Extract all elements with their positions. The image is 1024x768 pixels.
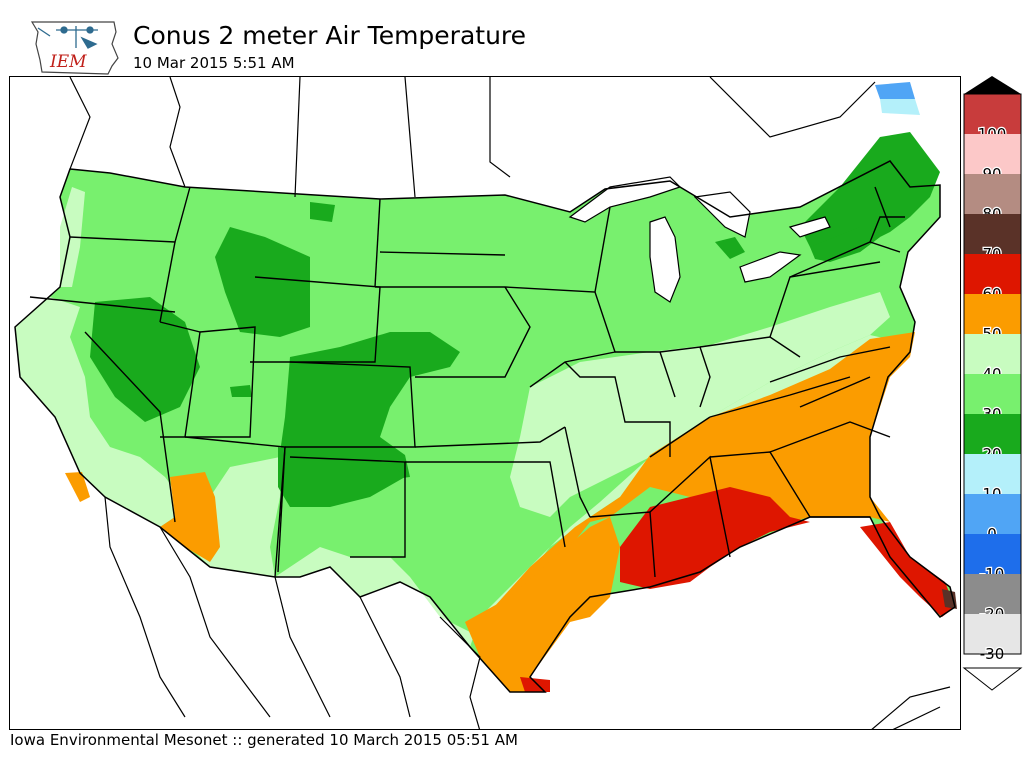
region-60-south-texas-tip	[520, 677, 550, 692]
legend-swatch	[964, 574, 1021, 614]
legend-frame	[963, 93, 1022, 655]
temperature-legend: 1101009080706050403020100-10-20-30	[961, 74, 1024, 694]
iem-logo: IEM	[28, 14, 120, 76]
legend-swatch	[964, 334, 1021, 374]
legend-swatch	[964, 174, 1021, 214]
great-lakes	[568, 176, 831, 303]
region-50-arizona	[160, 472, 220, 562]
region-20-az-small	[230, 385, 252, 397]
footer-credit: Iowa Environmental Mesonet :: generated …	[10, 731, 518, 749]
legend-swatch	[964, 414, 1021, 454]
region-20-montana-blob	[310, 202, 335, 222]
legend-swatch	[964, 294, 1021, 334]
region-50-southeast	[480, 332, 915, 657]
region-20-northern-rockies	[215, 227, 310, 337]
legend-top-arrow	[964, 76, 1021, 94]
region-20-pennsylvania-strip	[810, 227, 880, 262]
map-title: Conus 2 meter Air Temperature	[133, 21, 527, 50]
region-40-midwest-south	[510, 292, 890, 517]
region-50-texas-coast	[465, 517, 620, 692]
region-60-gulf-coast	[620, 487, 810, 589]
legend-swatch	[964, 94, 1021, 134]
temperature-map	[9, 76, 961, 730]
region-50-socal-spot	[65, 472, 90, 502]
legend-swatch	[964, 494, 1021, 534]
region-0-maine	[875, 82, 915, 99]
region-20-new-england	[800, 132, 940, 257]
iowa-outline-icon	[30, 21, 119, 75]
legend-swatch	[964, 614, 1021, 654]
region-20-great-basin	[90, 297, 200, 422]
region-20-nm	[278, 447, 405, 507]
weather-station-icon	[37, 26, 98, 49]
region-20-michigan-spot	[715, 237, 745, 259]
legend-swatch	[964, 454, 1021, 494]
legend-swatch	[964, 534, 1021, 574]
logo-text: IEM	[49, 52, 87, 72]
region-70-south-florida	[942, 589, 957, 609]
region-10-maine	[880, 99, 920, 115]
legend-bottom-arrow	[962, 667, 1023, 691]
state-boundaries	[29, 186, 905, 578]
legend-swatch	[964, 214, 1021, 254]
international-outlines	[69, 77, 951, 729]
map-timestamp: 10 Mar 2015 5:51 AM	[133, 54, 295, 72]
legend-swatch	[964, 374, 1021, 414]
legend-swatch	[964, 254, 1021, 294]
region-40-west-coast	[15, 297, 180, 527]
legend-swatch	[964, 134, 1021, 174]
